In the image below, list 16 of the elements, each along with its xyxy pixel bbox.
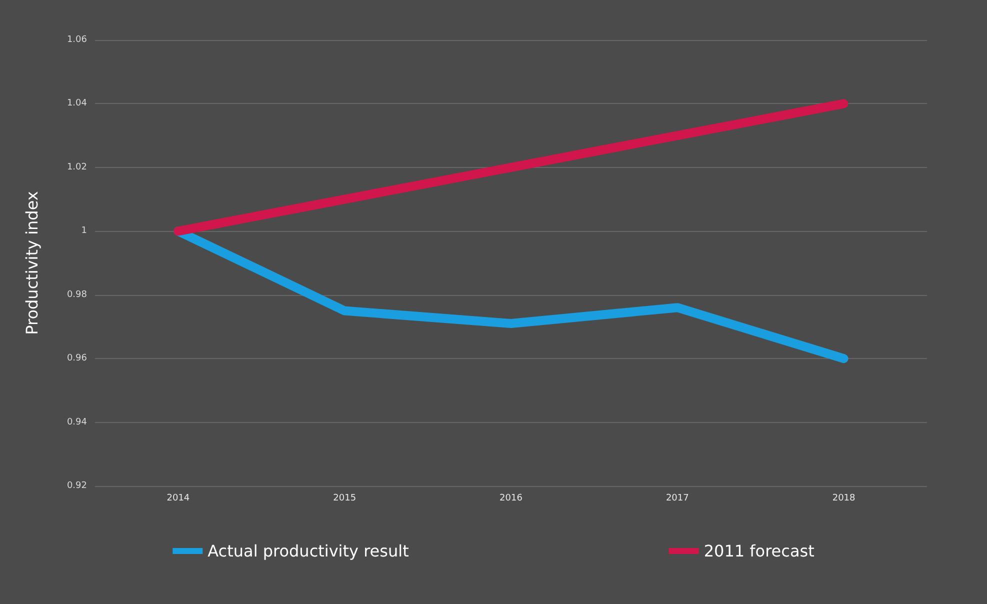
x-tick-label: 2015 [333,494,356,504]
y-tick-label: 1.02 [66,162,87,172]
legend-label: 2011 forecast [704,542,814,560]
y-tick-label: 1.04 [66,98,88,109]
y-tick-label: 0.94 [66,417,88,428]
x-tick-label: 2014 [166,494,190,504]
y-tick-label: 1.06 [66,35,88,45]
legend-label: Actual productivity result [208,542,409,560]
y-axis-title: Productivity index [22,191,42,335]
y-tick-label: 1 [81,226,87,236]
x-tick-label: 2017 [666,494,689,504]
y-tick-label: 0.98 [66,290,88,300]
y-tick-label: 0.92 [66,481,87,491]
x-tick-label: 2016 [500,494,523,504]
x-tick-label: 2018 [832,494,856,504]
y-tick-label: 0.96 [66,354,88,364]
